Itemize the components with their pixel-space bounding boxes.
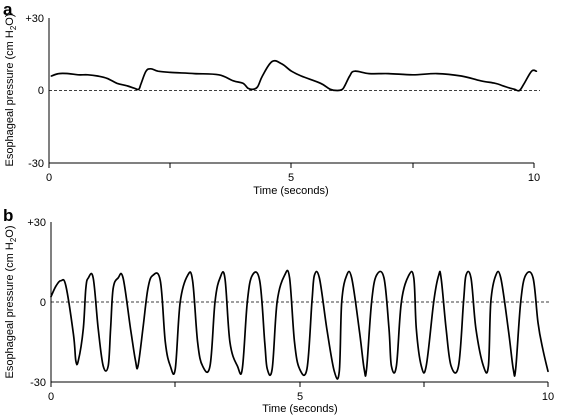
panel-a-x-tick-label-0: 0 [46, 172, 52, 184]
panel-b-pressure-trace [50, 269, 549, 380]
panel-a-x-axis-title: Time (seconds) [253, 185, 328, 197]
panel-a-y-axis-title: Esophageal pressure (cm H2O) [4, 13, 18, 166]
panel-b-x-tick-label-2: 5 [297, 391, 303, 403]
panel-b-label: b [3, 206, 13, 225]
panel-a-y-tick-label-1: 0 [38, 85, 44, 97]
panel-a-label: a [3, 0, 13, 19]
panel-a-y-tick-label-2: -30 [28, 158, 44, 170]
panel-b-y-tick-label-2: -30 [30, 377, 46, 389]
panel-a-y-tick-label-0: +30 [25, 13, 44, 25]
panel-a: a +30 0 -30 0 5 10 Time (seconds) Esopha… [3, 0, 540, 197]
panel-b-y-axis-title: Esophageal pressure (cm H2O) [4, 225, 18, 378]
panel-a-x-tick-label-2: 5 [288, 172, 294, 184]
panel-b: b +30 0 -30 0 5 10 Time (seconds) Esopha… [3, 206, 554, 415]
panel-a-pressure-trace [50, 59, 538, 92]
panel-b-x-tick-label-4: 10 [542, 391, 554, 403]
panel-a-x-tick-label-4: 10 [528, 172, 540, 184]
panel-b-x-tick-label-0: 0 [48, 391, 54, 403]
panel-b-y-tick-label-1: 0 [40, 297, 46, 309]
panel-b-y-tick-label-0: +30 [27, 217, 46, 229]
panel-b-x-axis-title: Time (seconds) [262, 403, 337, 415]
